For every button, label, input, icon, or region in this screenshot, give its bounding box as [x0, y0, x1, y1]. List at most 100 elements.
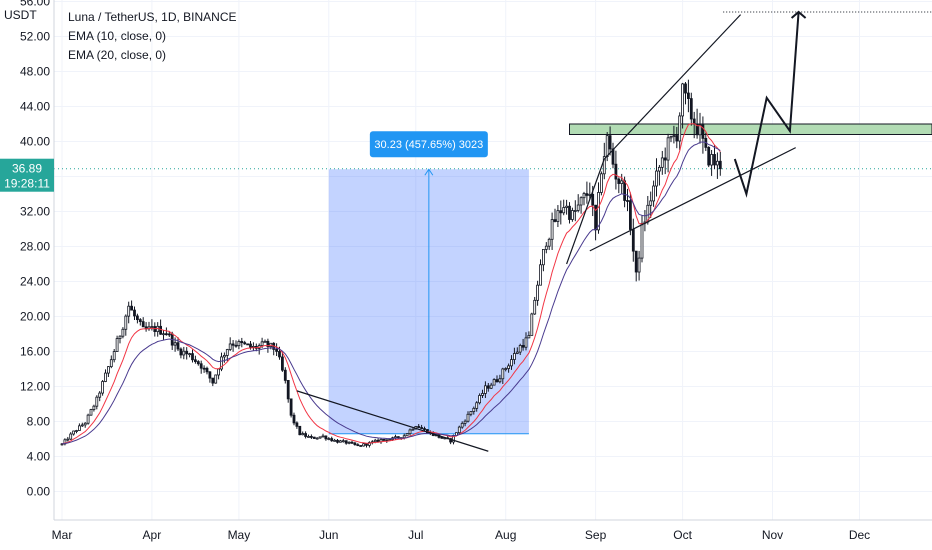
candle-body — [542, 249, 545, 266]
candle-body — [72, 430, 75, 435]
candle-body — [550, 219, 554, 240]
candle-body — [492, 379, 496, 386]
candle-body — [498, 378, 502, 383]
candle-body — [89, 409, 93, 416]
downtrend-line[interactable] — [296, 390, 489, 452]
candle-body — [614, 163, 618, 180]
last-price-value: 36.89 — [12, 162, 42, 176]
candle-body — [481, 393, 484, 396]
candle-body — [240, 341, 244, 344]
candle-body — [681, 83, 684, 117]
candle-body — [191, 353, 194, 361]
resistance-zone[interactable] — [569, 123, 932, 135]
candle-body — [231, 343, 235, 346]
candle-body — [562, 207, 566, 214]
candle-body — [338, 440, 342, 443]
y-tick-label: 44.00 — [20, 100, 50, 114]
candle-body — [585, 193, 589, 196]
candle-body — [623, 180, 626, 201]
candle-body — [698, 124, 702, 136]
channel-lower-line[interactable] — [589, 147, 796, 252]
candle-body — [652, 185, 655, 202]
candle-body — [672, 135, 676, 138]
wedge-left-line[interactable] — [566, 158, 605, 265]
candle-body — [260, 341, 264, 346]
measure-label: 30.23 (457.65%) 3023 — [374, 139, 483, 151]
candle-body — [138, 319, 142, 323]
price-axis[interactable]: 0.00 4.00 8.00 12.00 16.00 20.00 24.00 28.00 32.… — [0, 0, 55, 550]
candle-body — [576, 204, 580, 211]
candle-body — [280, 356, 284, 371]
candle-body — [298, 425, 302, 436]
candle-body — [246, 343, 250, 346]
x-tick-label: Dec — [849, 528, 870, 542]
candle-body — [524, 337, 528, 348]
chart-grid — [54, 0, 932, 520]
candle-body — [617, 178, 621, 184]
x-tick-label: Aug — [495, 528, 516, 542]
candle-body — [173, 342, 177, 346]
y-tick-label: 52.00 — [20, 30, 50, 44]
measure-arrowhead — [424, 168, 434, 176]
candle-body — [220, 356, 223, 370]
candle-body — [249, 343, 252, 348]
candle-body — [539, 264, 542, 286]
candle-body — [684, 83, 687, 94]
candle-body — [571, 210, 574, 220]
candle-body — [318, 436, 322, 439]
candle-body — [243, 342, 247, 345]
candle-body — [69, 433, 73, 440]
candle-body — [518, 345, 522, 353]
candle-body — [559, 210, 563, 214]
channel-upper-line[interactable] — [603, 14, 742, 160]
price-range-measure[interactable] — [328, 168, 529, 435]
time-axis[interactable]: Mar Apr May Jun Jul Aug Sep Oct Nov Dec — [52, 519, 932, 550]
candle-body — [365, 443, 368, 446]
symbol-title: Luna / TetherUS, 1D, BINANCE — [68, 10, 237, 24]
candle-body — [376, 439, 380, 443]
candle-body — [553, 219, 557, 222]
candle-body — [396, 436, 400, 439]
candle-body — [579, 197, 583, 206]
candle-body — [385, 439, 389, 442]
ema20-line — [61, 141, 721, 445]
candle-body — [626, 200, 629, 202]
candle-body — [718, 160, 722, 170]
candle-body — [304, 433, 308, 437]
candle-body — [283, 369, 287, 381]
candle-body — [713, 154, 716, 166]
y-tick-label: 8.00 — [27, 415, 51, 429]
candle-body — [521, 345, 525, 348]
candle-body — [95, 396, 99, 407]
price-projection-path[interactable] — [733, 11, 800, 198]
candle-body — [489, 384, 493, 389]
candle-body — [478, 395, 482, 404]
candle-body — [188, 353, 192, 356]
candle-body — [359, 445, 363, 447]
trendline-drawings[interactable] — [296, 10, 807, 452]
y-tick-label: 32.00 — [20, 205, 50, 219]
candle-body — [556, 210, 560, 222]
price-axis-background — [0, 0, 54, 550]
candle-body — [292, 414, 296, 424]
measure-label-background — [369, 131, 488, 158]
candle-body — [289, 398, 293, 416]
candle-body — [211, 377, 215, 384]
candle-body — [417, 426, 421, 428]
candle-body — [324, 435, 328, 440]
candle-body — [469, 411, 473, 415]
candle-body — [193, 359, 197, 362]
candle-body — [637, 257, 641, 273]
candle-body — [208, 371, 212, 379]
y-tick-label: 40.00 — [20, 135, 50, 149]
candle-body — [222, 355, 226, 358]
candle-body — [362, 443, 366, 447]
candle-body — [663, 157, 667, 161]
time-axis-background — [54, 520, 932, 550]
candle-body — [327, 438, 331, 440]
candle-body — [460, 422, 464, 428]
bar-countdown: 19:28:11 — [4, 177, 50, 191]
candle-body — [263, 340, 267, 343]
candle-body — [600, 173, 603, 193]
